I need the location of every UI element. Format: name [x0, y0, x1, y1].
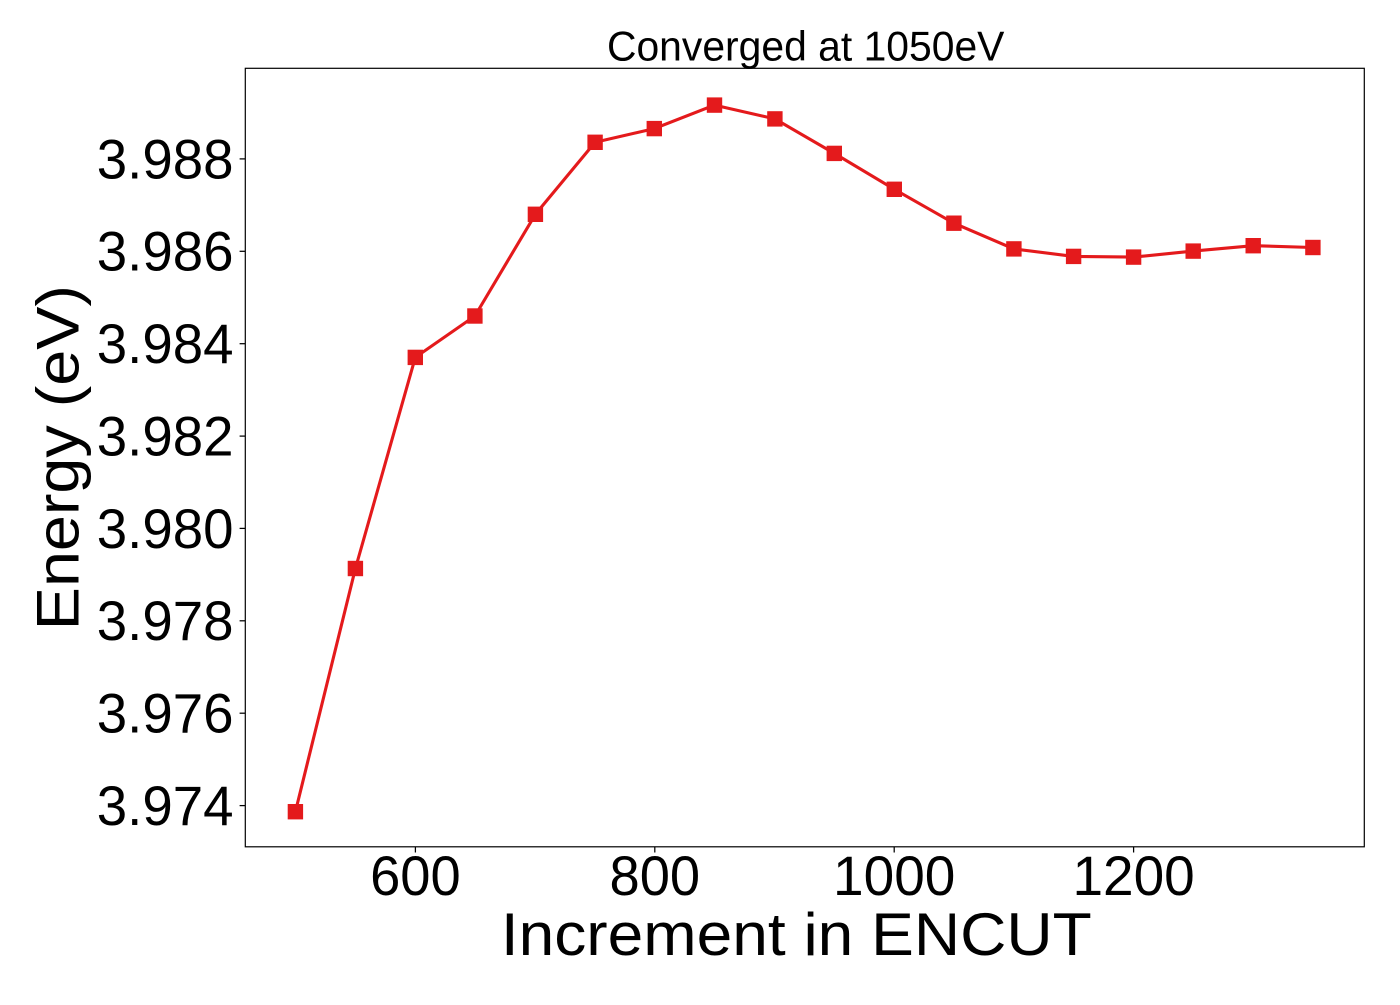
- svg-text:3.978: 3.978: [97, 590, 234, 652]
- svg-text:800: 800: [610, 845, 701, 907]
- svg-text:3.984: 3.984: [97, 313, 234, 375]
- svg-text:Energy (eV): Energy (eV): [25, 285, 92, 630]
- svg-text:600: 600: [370, 845, 461, 907]
- svg-text:3.982: 3.982: [97, 406, 234, 468]
- svg-text:3.988: 3.988: [97, 128, 234, 190]
- svg-text:Converged at 1050eV: Converged at 1050eV: [607, 23, 1005, 70]
- svg-text:3.976: 3.976: [97, 683, 234, 745]
- svg-text:1200: 1200: [1072, 845, 1194, 907]
- svg-text:1000: 1000: [833, 845, 955, 907]
- svg-text:3.974: 3.974: [97, 775, 234, 837]
- svg-text:Increment in ENCUT: Increment in ENCUT: [501, 901, 1092, 968]
- svg-text:3.986: 3.986: [97, 221, 234, 283]
- svg-text:3.980: 3.980: [97, 498, 234, 560]
